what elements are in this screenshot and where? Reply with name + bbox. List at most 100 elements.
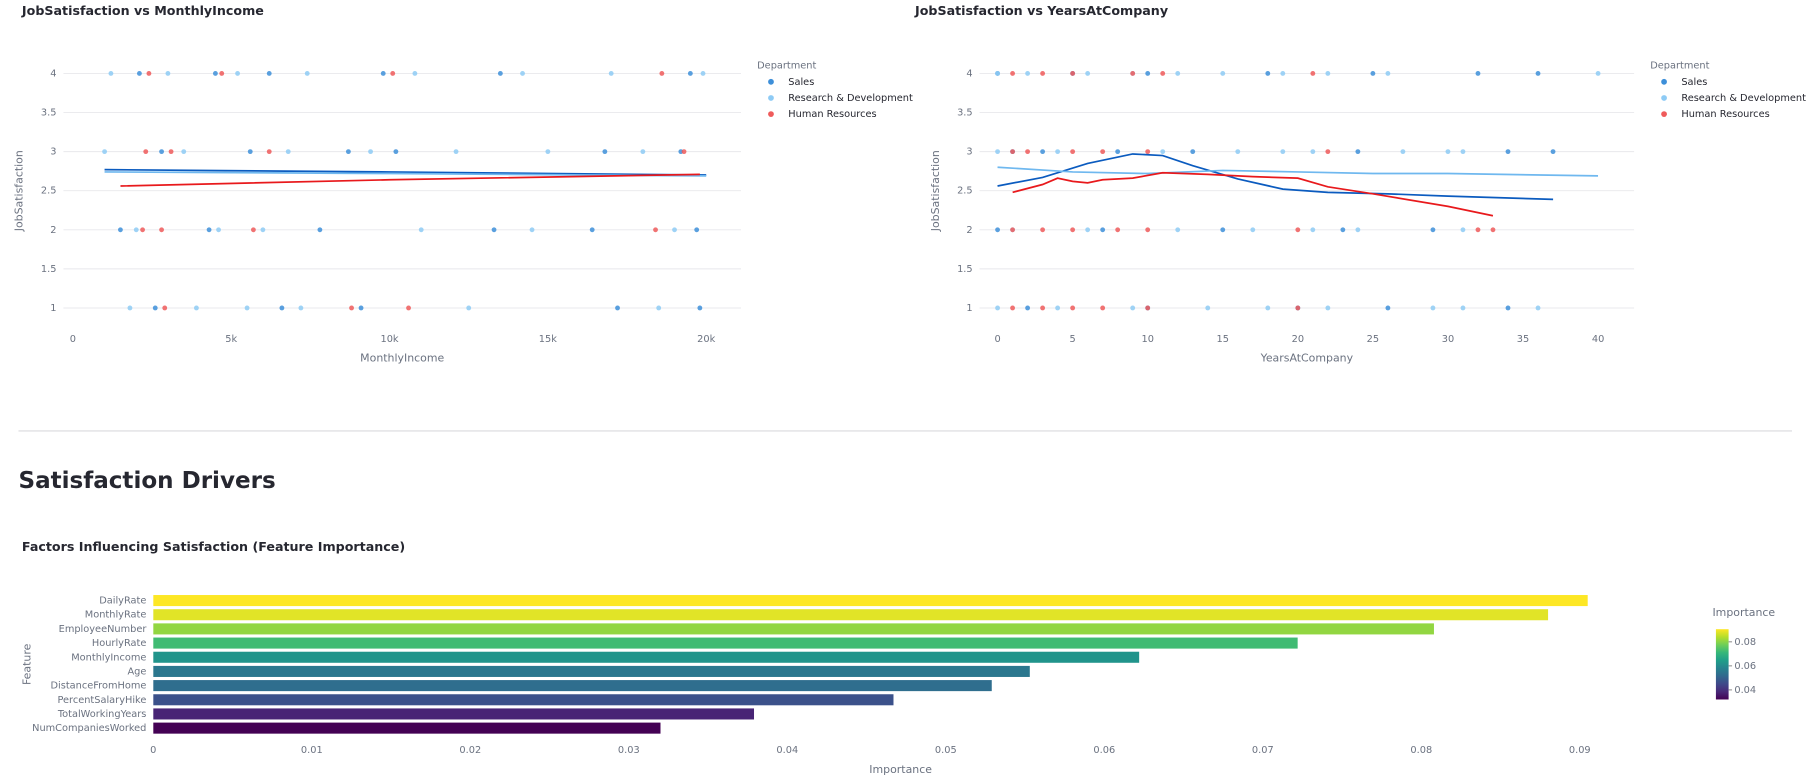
scatter-point (453, 149, 459, 155)
chart-title: JobSatisfaction vs YearsAtCompany (914, 3, 1169, 18)
scatter-point (117, 227, 123, 233)
scatter-point (672, 227, 677, 233)
legend-label: Research & Development (788, 93, 913, 104)
scatter-point (212, 71, 218, 76)
scatter-point (146, 71, 152, 76)
scatter-point (1295, 227, 1301, 233)
scatter-point (1055, 305, 1061, 311)
scatter-point (1295, 305, 1301, 311)
x-tick-label: 25 (1367, 334, 1379, 345)
scatter-point (1205, 305, 1211, 311)
y-tick-label: 3 (966, 147, 972, 158)
scatter-point (608, 71, 614, 76)
scatter-point (1160, 71, 1166, 76)
bar (153, 637, 1298, 649)
scatter-point (162, 305, 168, 311)
scatter-point (602, 149, 608, 155)
scatter-point (1130, 305, 1136, 311)
y-tick-label: MonthlyRate (85, 610, 147, 621)
scatter-point (640, 149, 646, 155)
chart-title: Factors Influencing Satisfaction (Featur… (22, 539, 405, 554)
scatter-point (1400, 149, 1406, 155)
scatter-point (133, 227, 139, 233)
x-tick-label: 10k (380, 334, 398, 345)
y-tick-label: DistanceFromHome (51, 681, 147, 692)
x-tick-label: 0.08 (1410, 745, 1432, 756)
trendline (104, 168, 707, 176)
legend-marker (768, 111, 774, 117)
scatter-point (1145, 305, 1151, 311)
scatter-point (1085, 71, 1091, 76)
scatter-point (681, 149, 687, 155)
y-tick-label: NumCompaniesWorked (32, 723, 146, 734)
legend-marker (1661, 78, 1667, 85)
scatter-point (304, 71, 310, 76)
scatter-point (216, 227, 221, 233)
scatter-point (140, 227, 146, 233)
scatter-point (1010, 149, 1016, 155)
scatter-point (1085, 227, 1091, 233)
scatter-point (700, 71, 706, 76)
y-tick-label: 1 (50, 303, 56, 314)
legend-label: Research & Development (1681, 93, 1806, 104)
section-heading: Satisfaction Drivers (18, 468, 275, 494)
scatter-point (995, 305, 1000, 311)
legend-marker (1661, 111, 1667, 117)
y-axis-label: JobSatisfaction (13, 150, 26, 232)
scatter-point (1340, 227, 1346, 233)
scatter-point (266, 71, 272, 76)
scatter-point (1115, 149, 1121, 155)
scatter-point (1175, 227, 1181, 233)
bar (153, 708, 755, 720)
scatter-point (545, 149, 551, 155)
colorbar-tick-label: 0.06 (1734, 661, 1756, 672)
scatter-point (995, 71, 1000, 76)
y-tick-label: 2.5 (41, 186, 57, 197)
scatter-point (260, 227, 266, 233)
scatter-point (659, 71, 665, 76)
scatter-point (687, 71, 693, 76)
x-tick-label: 0.03 (618, 745, 640, 756)
scatter-point (497, 71, 503, 76)
x-axis-label: MonthlyIncome (360, 351, 444, 364)
legend-title: Department (1650, 61, 1709, 72)
bar (153, 623, 1434, 635)
legend-label: Sales (788, 77, 814, 88)
x-tick-label: 0.04 (776, 745, 798, 756)
scatter-point (1505, 305, 1511, 311)
scatter-point (1190, 149, 1196, 155)
scatter-point (380, 71, 386, 76)
y-axis-label: JobSatisfaction (929, 150, 942, 232)
legend-label: Sales (1681, 77, 1707, 88)
scatter-point (1325, 305, 1331, 311)
scatter-point (1595, 71, 1601, 76)
y-tick-label: 3.5 (41, 108, 57, 119)
scatter-point (1145, 149, 1151, 155)
x-tick-label: 15k (539, 334, 557, 345)
bar (153, 694, 894, 706)
y-tick-label: 2 (50, 225, 56, 236)
scatter-point (1160, 149, 1166, 155)
x-tick-label: 10 (1141, 334, 1153, 345)
scatter-point (1010, 227, 1016, 233)
bar (153, 595, 1588, 607)
scatter-point (656, 305, 662, 311)
scatter-point (1460, 227, 1466, 233)
colorbar-tick-label: 0.04 (1734, 685, 1756, 696)
scatter-point (697, 305, 703, 311)
scatter-point (1460, 305, 1466, 311)
scatter-point (1070, 71, 1076, 76)
scatter-point (1385, 305, 1391, 311)
y-tick-label: 2.5 (957, 186, 973, 197)
x-tick-label: 30 (1442, 334, 1454, 345)
scatter-point (279, 305, 285, 311)
x-tick-label: 20 (1292, 334, 1304, 345)
scatter-point (1355, 227, 1361, 233)
scatter-point (285, 149, 291, 155)
scatter-point (1145, 227, 1151, 233)
y-tick-label: PercentSalaryHike (57, 695, 146, 706)
scatter-point (1100, 149, 1106, 155)
x-tick-label: 0 (70, 334, 76, 345)
scatter-point (1310, 71, 1316, 76)
